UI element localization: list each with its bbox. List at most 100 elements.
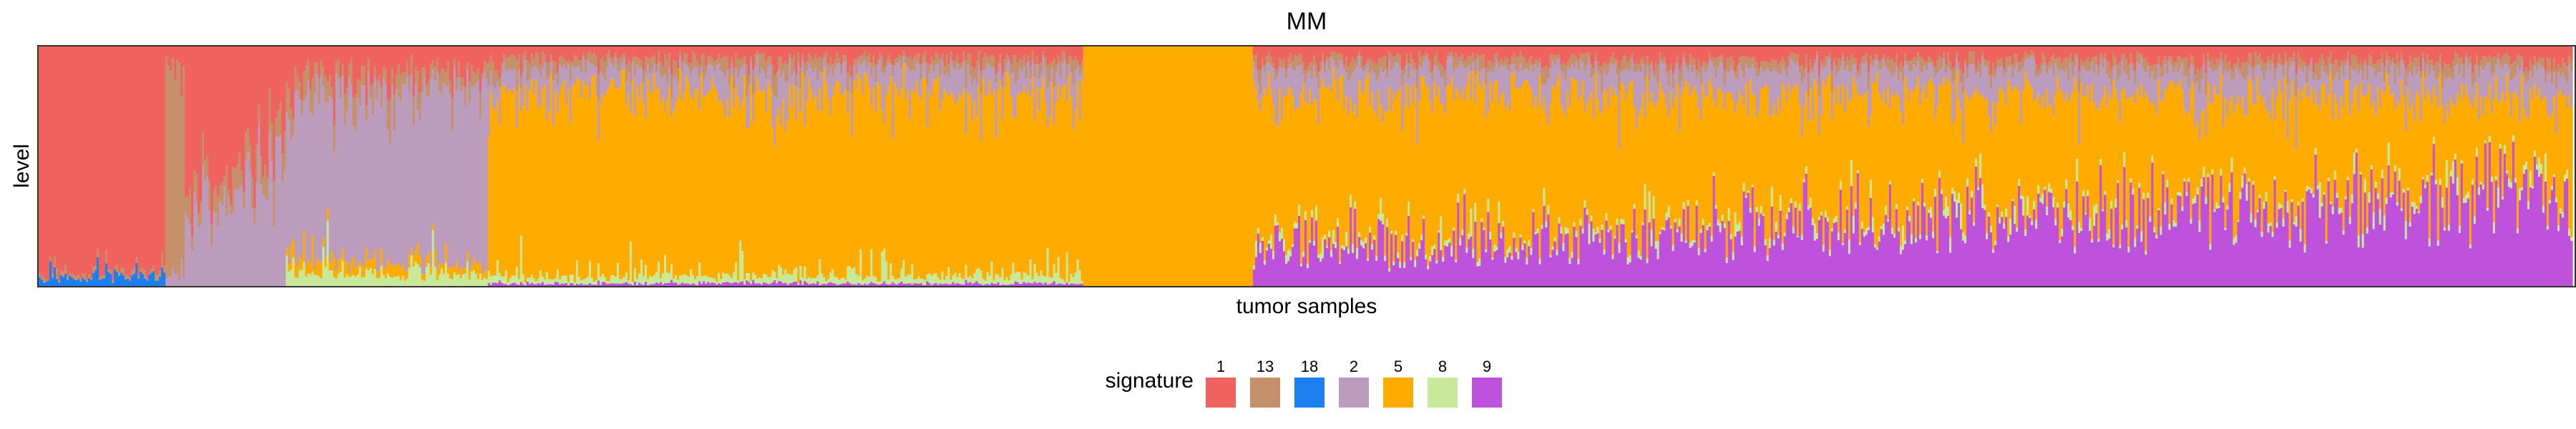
bar-segment-sig-9 — [1018, 284, 1022, 286]
bar-segment-sig-5 — [401, 264, 405, 276]
bar-segment-sig-5 — [2054, 93, 2057, 220]
bar-segment-sig-8 — [496, 260, 499, 284]
bar-segment-sig-13 — [560, 55, 564, 68]
bar-segment-sig-1 — [1875, 46, 1879, 54]
bar-segment-sig-5 — [1186, 46, 1189, 286]
bar-segment-sig-8 — [436, 280, 439, 286]
bar-segment-sig-2 — [283, 171, 286, 286]
bar-segment-sig-1 — [1496, 46, 1498, 54]
bar-segment-sig-18 — [131, 275, 134, 286]
bar-segment-sig-13 — [1063, 51, 1067, 61]
bar-segment-sig-1 — [690, 46, 693, 64]
bar-segment-sig-5 — [1044, 102, 1048, 277]
bar-segment-sig-5 — [709, 90, 712, 278]
bar-segment-sig-2 — [1384, 69, 1387, 110]
bar-segment-sig-2 — [786, 82, 789, 120]
bar-segment-sig-9 — [1712, 175, 1716, 286]
bar-segment-sig-1 — [646, 46, 650, 58]
bar-segment-sig-13 — [1745, 56, 1748, 64]
bar-segment-sig-2 — [1824, 66, 1828, 87]
bar-segment-sig-8 — [1618, 242, 1621, 253]
bar-segment-sig-13 — [1070, 56, 1073, 72]
bar-segment-sig-8 — [550, 279, 553, 285]
bar-segment-sig-9 — [1343, 250, 1346, 286]
bar-segment-sig-9 — [1824, 217, 1828, 286]
bar-segment-sig-2 — [1956, 58, 1958, 71]
bar-segment-sig-13 — [1999, 59, 2001, 68]
bar-segment-sig-9 — [917, 283, 920, 286]
bar-segment-sig-2 — [331, 98, 334, 252]
bar-segment-sig-2 — [1779, 74, 1782, 111]
bar-segment-sig-5 — [1815, 86, 1819, 233]
bar-segment-sig-9 — [1319, 261, 1322, 286]
bar-segment-sig-13 — [707, 56, 710, 65]
bar-segment-sig-13 — [1843, 61, 1847, 71]
bar-segment-sig-13 — [1687, 64, 1690, 71]
bar-segment-sig-9 — [1508, 252, 1511, 286]
bar-segment-sig-8 — [380, 265, 384, 286]
bar-segment-sig-9 — [1680, 241, 1684, 286]
bar-segment-sig-5 — [1246, 46, 1249, 286]
bar-segment-sig-2 — [597, 99, 600, 140]
bar-segment-sig-8 — [731, 277, 733, 284]
bar-segment-sig-8 — [419, 267, 422, 286]
bar-segment-sig-5 — [2046, 89, 2049, 207]
bar-segment-sig-2 — [713, 71, 716, 87]
bar-segment-sig-1 — [1470, 46, 1473, 56]
bar-segment-sig-13 — [195, 174, 198, 204]
bar-segment-sig-1 — [1895, 46, 1898, 54]
bar-segment-sig-2 — [1863, 64, 1866, 94]
bar-segment-sig-9 — [1669, 228, 1673, 286]
bar-segment-sig-2 — [1646, 66, 1649, 77]
bar-segment-sig-5 — [919, 100, 922, 279]
bar-segment-sig-5 — [646, 78, 650, 279]
bar-segment-sig-9 — [1740, 245, 1744, 286]
bar-segment-sig-8 — [1044, 276, 1048, 282]
bar-segment-sig-1 — [2076, 46, 2079, 54]
bar-segment-sig-9 — [746, 280, 748, 286]
bar-segment-sig-2 — [507, 70, 510, 89]
bar-segment-sig-13 — [326, 82, 330, 103]
bar-segment-sig-9 — [1996, 207, 1999, 286]
bar-segment-sig-1 — [77, 46, 80, 275]
bar-segment-sig-13 — [1050, 61, 1054, 67]
bar-segment-sig-2 — [1659, 61, 1662, 82]
bar-segment-sig-2 — [1893, 73, 1896, 97]
bar-segment-sig-2 — [956, 64, 960, 102]
bar-segment-sig-8 — [1689, 242, 1692, 248]
bar-segment-sig-2 — [592, 66, 596, 75]
bar-segment-sig-2 — [472, 86, 476, 257]
bar-segment-sig-13 — [1280, 61, 1284, 69]
bar-segment-sig-9 — [2102, 211, 2104, 286]
bar-segment-sig-5 — [1680, 94, 1684, 234]
bar-segment-sig-13 — [170, 70, 172, 276]
bar-segment-sig-1 — [412, 46, 416, 97]
bar-segment-sig-8 — [1796, 235, 1800, 237]
bar-segment-sig-2 — [567, 64, 570, 90]
bar-segment-sig-5 — [829, 114, 832, 272]
bar-segment-sig-1 — [677, 46, 680, 69]
bar-segment-sig-1 — [215, 46, 218, 186]
bar-segment-sig-2 — [1259, 93, 1262, 111]
bar-segment-sig-5 — [947, 97, 951, 267]
bar-segment-sig-2 — [1809, 69, 1813, 89]
bar-segment-sig-5 — [1781, 82, 1785, 244]
bar-segment-sig-5 — [1287, 86, 1290, 250]
bar-segment-sig-9 — [567, 285, 570, 286]
bar-segment-sig-9 — [1648, 222, 1652, 286]
bar-segment-sig-9 — [960, 284, 964, 286]
bar-segment-sig-8 — [1938, 170, 1941, 178]
bar-segment-sig-1 — [492, 46, 495, 62]
bar-segment-sig-2 — [1837, 71, 1840, 86]
bar-segment-sig-2 — [1811, 72, 1815, 120]
bar-segment-sig-9 — [2054, 225, 2057, 286]
bar-segment-sig-13 — [2110, 69, 2113, 85]
bar-segment-sig-18 — [92, 272, 95, 286]
bar-segment-sig-2 — [1335, 65, 1337, 80]
bar-segment-sig-2 — [1609, 62, 1613, 87]
bar-segment-sig-5 — [705, 95, 708, 276]
bar-segment-sig-9 — [565, 282, 568, 286]
bar-segment-sig-13 — [945, 54, 949, 74]
bar-segment-sig-2 — [1958, 69, 1961, 99]
bar-segment-sig-9 — [1704, 252, 1707, 286]
